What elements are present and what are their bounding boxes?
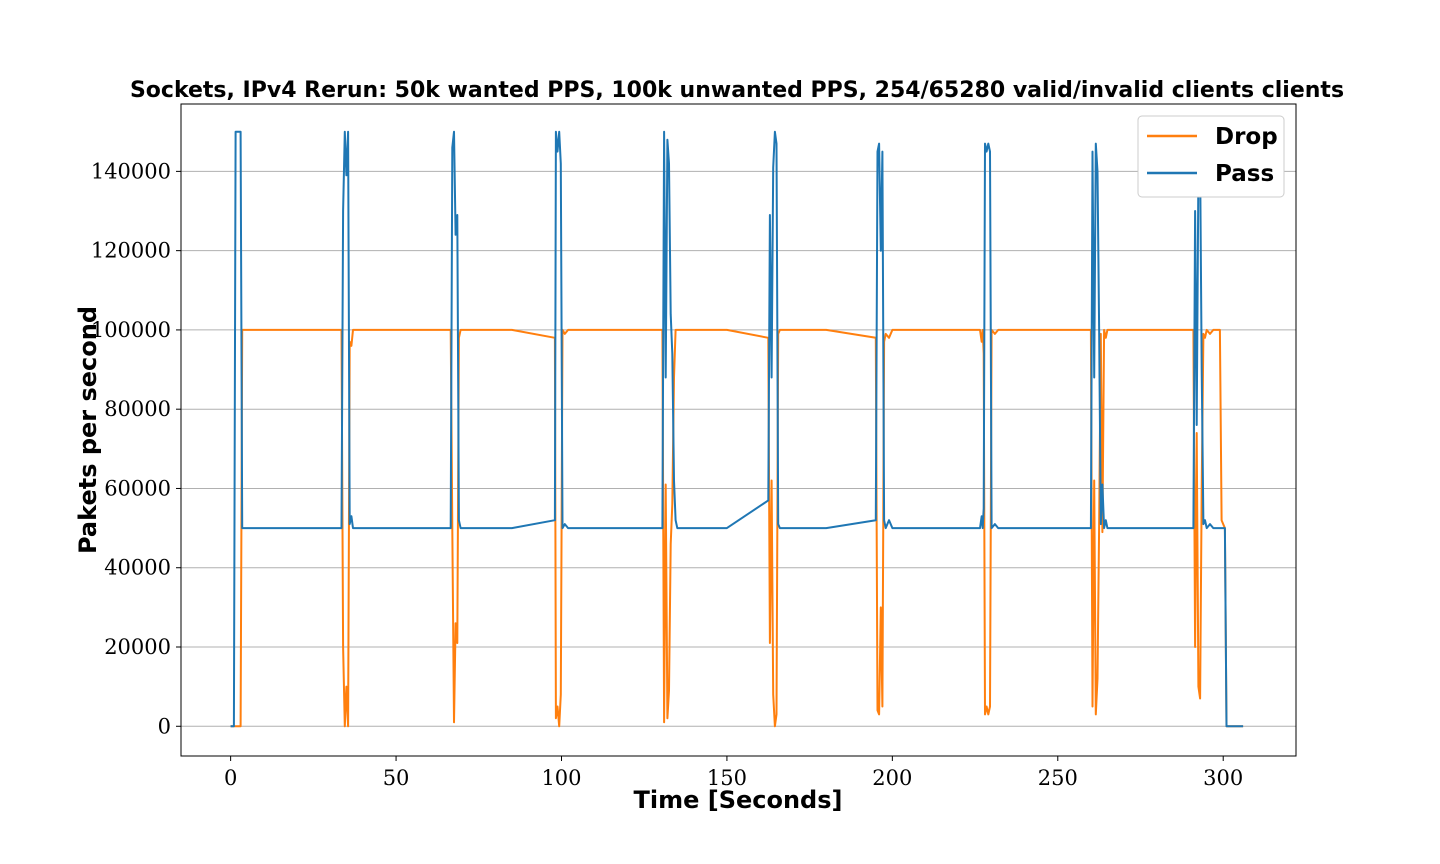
y-tick-label: 60000 — [104, 476, 171, 500]
y-tick-label: 120000 — [91, 239, 171, 263]
y-tick-label: 20000 — [104, 635, 171, 659]
series-lines — [230, 130, 1244, 728]
y-tick-label: 0 — [158, 714, 171, 738]
x-tick-label: 150 — [707, 766, 747, 790]
y-axis-label: Pakets per second — [74, 306, 102, 554]
x-tick-label: 50 — [383, 766, 410, 790]
y-tick-label: 100000 — [91, 318, 171, 342]
x-tick-label: 200 — [872, 766, 912, 790]
x-tick-label: 300 — [1203, 766, 1243, 790]
x-tick-label: 100 — [541, 766, 581, 790]
x-axis-label: Time [Seconds] — [633, 786, 842, 814]
legend-label-drop: Drop — [1215, 124, 1278, 150]
x-tick-label: 0 — [224, 766, 237, 790]
y-tick-label: 40000 — [104, 556, 171, 580]
legend-label-pass: Pass — [1215, 161, 1274, 187]
chart-title: Sockets, IPv4 Rerun: 50k wanted PPS, 100… — [130, 78, 1344, 103]
x-axis-ticks: 0 50 100 150 200 250 300 — [224, 756, 1243, 790]
plot-frame — [180, 103, 1297, 757]
y-tick-label: 140000 — [91, 159, 171, 183]
x-tick-label: 250 — [1038, 766, 1078, 790]
y-axis-ticks: 0 20000 40000 60000 80000 100000 120000 140000 — [91, 159, 181, 738]
series-line-pass — [230, 130, 1244, 728]
y-tick-label: 80000 — [104, 397, 171, 421]
series-line-drop — [230, 328, 1244, 728]
legend: Drop Pass — [1137, 115, 1285, 198]
